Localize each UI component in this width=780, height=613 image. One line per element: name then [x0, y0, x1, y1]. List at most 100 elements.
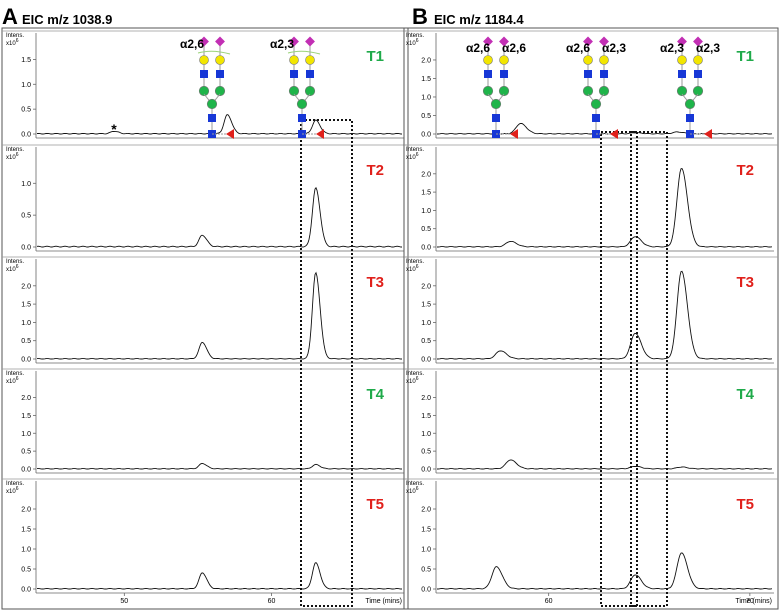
- chromatogram-trace: [437, 459, 773, 470]
- galactose-circle: [499, 55, 509, 65]
- mannose-circle: [692, 85, 704, 97]
- y-tick-label: 0.0: [21, 357, 31, 364]
- linkage-label: α2,6: [466, 41, 490, 55]
- trace-label-t1: T1: [736, 48, 754, 65]
- y-tick-label: 0.5: [21, 338, 31, 345]
- intens-label: Intens.: [6, 33, 24, 39]
- mannose-circle: [214, 85, 226, 97]
- glcnac-square: [600, 70, 608, 78]
- trace-label-t3: T3: [736, 274, 754, 291]
- y-tick-label: 1.0: [21, 547, 31, 554]
- fucose-triangle: [510, 129, 518, 139]
- glcnac-square: [306, 70, 314, 78]
- linkage-bracket: [287, 50, 321, 55]
- mannose-circle: [288, 85, 300, 97]
- y-tick-label: 0.5: [421, 567, 431, 574]
- y-tick-label: 0.5: [421, 449, 431, 456]
- highlight-box: [300, 119, 353, 607]
- y-tick-label: 0.5: [21, 449, 31, 456]
- y-tick-label: 0.5: [21, 567, 31, 574]
- glcnac-square: [694, 70, 702, 78]
- glcnac-square: [592, 114, 600, 122]
- trace-label-t5: T5: [736, 496, 754, 513]
- panel-frame: [1, 27, 409, 610]
- mannose-circle: [304, 85, 316, 97]
- y-tick-label: 2.0: [21, 395, 31, 402]
- panel-frame: [403, 27, 779, 610]
- y-tick-label: 1.0: [21, 431, 31, 438]
- glcnac-square: [200, 70, 208, 78]
- panel-a-letter: A: [2, 4, 18, 29]
- mannose-circle: [676, 85, 688, 97]
- x-tick-label: 70: [746, 598, 754, 605]
- trace-label-t2: T2: [366, 162, 384, 179]
- intens-label: Intens.: [406, 147, 424, 153]
- glycan-structure: [197, 36, 234, 139]
- glcnac-square: [492, 114, 500, 122]
- galactose-circle: [289, 55, 299, 65]
- y-tick-label: 2.0: [421, 57, 431, 64]
- fucose-triangle: [610, 129, 618, 139]
- linkage-label: α2,6: [180, 37, 204, 51]
- y-tick-label: 0.5: [21, 107, 31, 114]
- trace-label-t3: T3: [366, 274, 384, 291]
- chromatogram-trace: [437, 270, 773, 360]
- trace-label-t1: T1: [366, 48, 384, 65]
- glycan-structure: [676, 36, 712, 139]
- y-tick-label: 0.0: [21, 132, 31, 139]
- glcnac-square: [216, 70, 224, 78]
- sialic-acid-diamond: [305, 36, 315, 47]
- scale-label: x106: [406, 152, 419, 161]
- scale-label: x106: [406, 486, 419, 495]
- mannose-circle: [498, 85, 510, 97]
- linkage-label: α2,6: [502, 41, 526, 55]
- y-tick-label: 2.0: [421, 395, 431, 402]
- y-tick-label: 1.5: [21, 413, 31, 420]
- scale-label: x106: [6, 264, 19, 273]
- glycan-structure: [482, 36, 518, 139]
- intens-label: Intens.: [406, 259, 424, 265]
- intens-label: Intens.: [6, 259, 24, 265]
- mannose-circle: [590, 98, 602, 110]
- mannose-circle: [582, 85, 594, 97]
- fucose-triangle: [226, 129, 234, 139]
- scale-label: x106: [406, 264, 419, 273]
- linkage-label: α2,3: [696, 41, 720, 55]
- linkage-label: α2,3: [602, 41, 626, 55]
- y-tick-label: 1.5: [421, 527, 431, 534]
- intens-label: Intens.: [6, 371, 24, 377]
- scale-label: x106: [406, 376, 419, 385]
- trace-label-t4: T4: [736, 386, 754, 403]
- galactose-circle: [677, 55, 687, 65]
- trace-label-t4: T4: [366, 386, 384, 403]
- asterisk-marker: *: [111, 121, 117, 137]
- chromatogram-trace: [36, 186, 402, 248]
- intens-label: Intens.: [6, 147, 24, 153]
- intens-label: Intens.: [406, 371, 424, 377]
- y-tick-label: 0.5: [21, 213, 31, 220]
- galactose-circle: [305, 55, 315, 65]
- chromatogram-trace: [437, 122, 773, 135]
- scale-label: x106: [6, 38, 19, 47]
- intens-label: Intens.: [406, 33, 424, 39]
- intens-label: Intens.: [6, 481, 24, 487]
- y-tick-label: 1.5: [421, 413, 431, 420]
- y-tick-label: 1.0: [421, 320, 431, 327]
- sialic-acid-diamond: [199, 36, 209, 47]
- y-tick-label: 0.0: [21, 587, 31, 594]
- chromatogram-trace: [37, 463, 402, 470]
- glycan-structure: [582, 36, 618, 139]
- glcnac-square: [208, 114, 216, 122]
- y-tick-label: 0.0: [421, 357, 431, 364]
- x-tick-label: 60: [545, 598, 553, 605]
- glcnac-square: [298, 114, 306, 122]
- glcnac-square: [678, 70, 686, 78]
- panel-b-letter: B: [412, 4, 428, 29]
- scale-label: x106: [6, 152, 19, 161]
- chromatogram-trace: [437, 167, 773, 248]
- galactose-circle: [199, 55, 209, 65]
- trace-label-t5: T5: [366, 496, 384, 513]
- glcnac-square: [584, 70, 592, 78]
- linkage-bracket: [197, 50, 231, 55]
